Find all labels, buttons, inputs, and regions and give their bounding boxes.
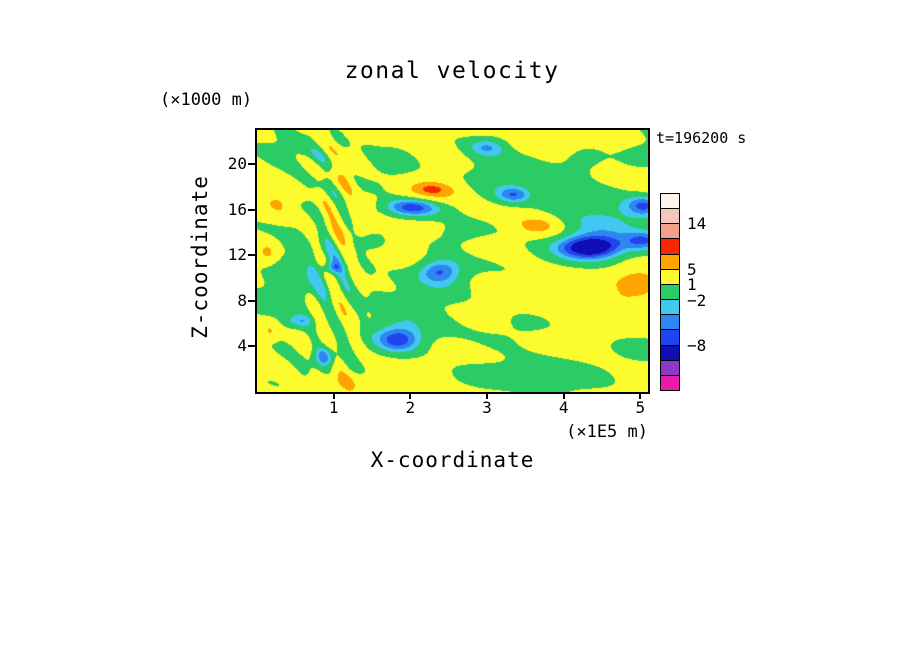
colorbar-segment — [661, 253, 679, 269]
y-tick-label: 8 — [237, 290, 247, 310]
colorbar-segment — [661, 359, 679, 375]
colorbar-segment — [661, 299, 679, 315]
x-tick-mark — [332, 392, 335, 399]
y-tick-mark — [248, 254, 255, 257]
colorbar — [660, 193, 680, 391]
time-annotation: t=196200 s — [656, 129, 747, 147]
y-tick-mark — [248, 163, 255, 166]
x-tick-mark — [639, 392, 642, 399]
plot-area — [255, 128, 650, 394]
colorbar-segment — [661, 208, 679, 224]
colorbar-segment — [661, 344, 679, 360]
x-tick-mark — [562, 392, 565, 399]
x-tick-label: 1 — [328, 398, 339, 417]
x-tick-mark — [486, 392, 488, 399]
colorbar-tick-label: −8 — [687, 336, 707, 356]
colorbar-segment — [661, 238, 679, 254]
colorbar-segment — [661, 283, 679, 300]
colorbar-tick-label: −2 — [687, 290, 707, 310]
x-tick-label: 4 — [558, 398, 569, 417]
x-tick-mark — [409, 392, 412, 399]
y-tick-label: 4 — [237, 336, 247, 356]
x-axis-unit-label: (×1E5 m) — [566, 422, 648, 442]
colorbar-tick-label: 5 — [687, 260, 697, 280]
colorbar-tick-label: 1 — [687, 275, 697, 295]
x-axis-title: X-coordinate — [370, 448, 535, 472]
y-tick-mark — [248, 345, 255, 348]
colorbar-segment — [661, 374, 679, 391]
colorbar-tick-label: 14 — [687, 214, 707, 234]
y-tick-mark — [248, 208, 255, 211]
y-axis-unit-label: (×1000 m) — [160, 90, 253, 110]
colorbar-segment — [661, 268, 679, 284]
x-tick-label: 2 — [405, 398, 416, 417]
colorbar-segment — [661, 314, 679, 330]
page-title: zonal velocity — [344, 58, 560, 84]
y-tick-label: 20 — [227, 154, 247, 174]
y-tick-mark — [248, 299, 255, 302]
contour-field-canvas — [257, 130, 648, 392]
colorbar-segment — [661, 194, 679, 209]
colorbar-segment — [661, 223, 679, 239]
colorbar-segment — [661, 329, 679, 345]
x-tick-label: 5 — [635, 398, 646, 417]
y-tick-label: 12 — [227, 245, 247, 265]
x-tick-label: 3 — [482, 398, 492, 417]
y-tick-label: 16 — [227, 199, 247, 219]
